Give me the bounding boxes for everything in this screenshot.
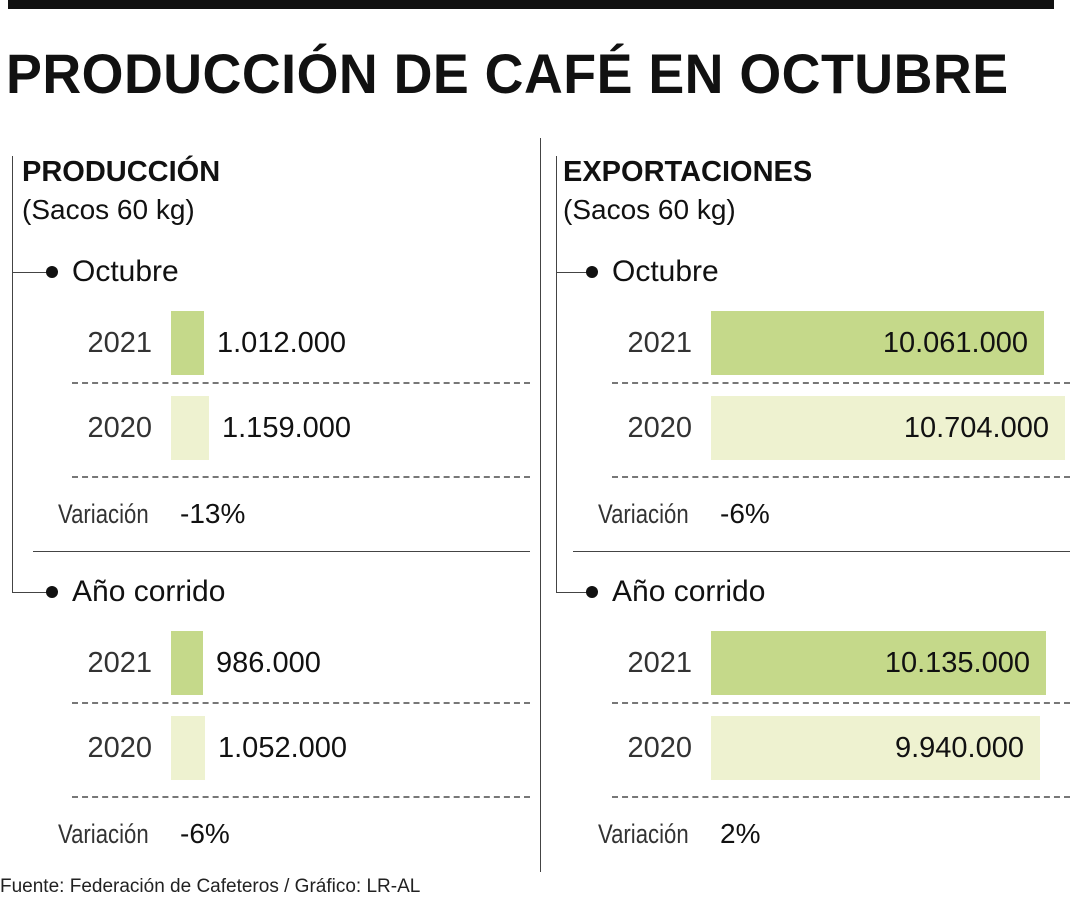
top-rule — [8, 0, 1054, 9]
year-label: 2020 — [627, 732, 692, 764]
bar-2021 — [711, 631, 1046, 695]
dashed-separator — [612, 382, 1070, 384]
year-label: 2020 — [87, 732, 152, 764]
exports-panel: EXPORTACIONES (Sacos 60 kg) Octubre 2021 10.… — [540, 0, 1070, 900]
bullet-dot — [46, 586, 58, 598]
dashed-separator — [612, 702, 1070, 704]
panel-subtitle: (Sacos 60 kg) — [563, 194, 736, 225]
bar-2020 — [711, 396, 1065, 460]
year-label: 2021 — [87, 647, 152, 679]
bar-2021 — [171, 311, 204, 375]
section-separator — [573, 551, 1070, 552]
bullet-dot — [46, 266, 58, 278]
variation-label: Variación — [58, 499, 149, 529]
dashed-separator — [72, 702, 530, 704]
dashed-separator — [612, 476, 1070, 478]
dashed-separator — [72, 796, 530, 798]
value-label: 10.135.000 — [884, 647, 1030, 679]
source-footer: Fuente: Federación de Cafeteros / Gráfic… — [0, 876, 421, 897]
value-label: 1.012.000 — [217, 327, 347, 359]
variation-value: -13% — [180, 498, 246, 529]
variation-value: 2% — [720, 818, 761, 849]
section-label: Año corrido — [612, 575, 766, 608]
bracket-stub — [12, 272, 50, 273]
panel-subtitle: (Sacos 60 kg) — [22, 194, 195, 225]
value-label: 1.159.000 — [222, 412, 352, 444]
year-label: 2020 — [87, 412, 152, 444]
bar-2021 — [711, 311, 1044, 375]
value-label: 10.704.000 — [903, 412, 1049, 444]
bar-2020 — [171, 396, 209, 460]
year-label: 2021 — [627, 327, 692, 359]
center-divider — [540, 138, 541, 872]
panel-title: PRODUCCIÓN — [22, 156, 221, 188]
bracket-stub — [556, 592, 590, 593]
variation-value: -6% — [720, 498, 770, 529]
bracket-line — [12, 156, 13, 592]
section-separator — [33, 551, 530, 552]
dashed-separator — [72, 382, 530, 384]
bar-2020 — [171, 716, 205, 780]
year-label: 2021 — [627, 647, 692, 679]
variation-label: Variación — [598, 819, 689, 849]
year-label: 2021 — [87, 327, 152, 359]
year-label: 2020 — [627, 412, 692, 444]
bracket-line — [556, 156, 557, 592]
variation-value: -6% — [180, 818, 230, 849]
section-label: Año corrido — [72, 575, 226, 608]
bracket-stub — [12, 592, 50, 593]
value-label: 1.052.000 — [218, 732, 348, 764]
value-label: 9.940.000 — [894, 732, 1024, 764]
chart-title: PRODUCCIÓN DE CAFÉ EN OCTUBRE — [6, 42, 1009, 105]
section-label: Octubre — [72, 255, 179, 288]
bullet-dot — [586, 266, 598, 278]
bar-2021 — [171, 631, 203, 695]
panel-title: EXPORTACIONES — [563, 156, 813, 188]
section-label: Octubre — [612, 255, 719, 288]
production-panel: PRODUCCIÓN (Sacos 60 kg) Octubre 2021 1.012.… — [0, 0, 530, 900]
variation-label: Variación — [58, 819, 149, 849]
bar-2020 — [711, 716, 1040, 780]
variation-label: Variación — [598, 499, 689, 529]
bullet-dot — [586, 586, 598, 598]
bracket-stub — [556, 272, 590, 273]
dashed-separator — [72, 476, 530, 478]
value-label: 986.000 — [216, 647, 321, 679]
value-label: 10.061.000 — [882, 327, 1028, 359]
dashed-separator — [612, 796, 1070, 798]
